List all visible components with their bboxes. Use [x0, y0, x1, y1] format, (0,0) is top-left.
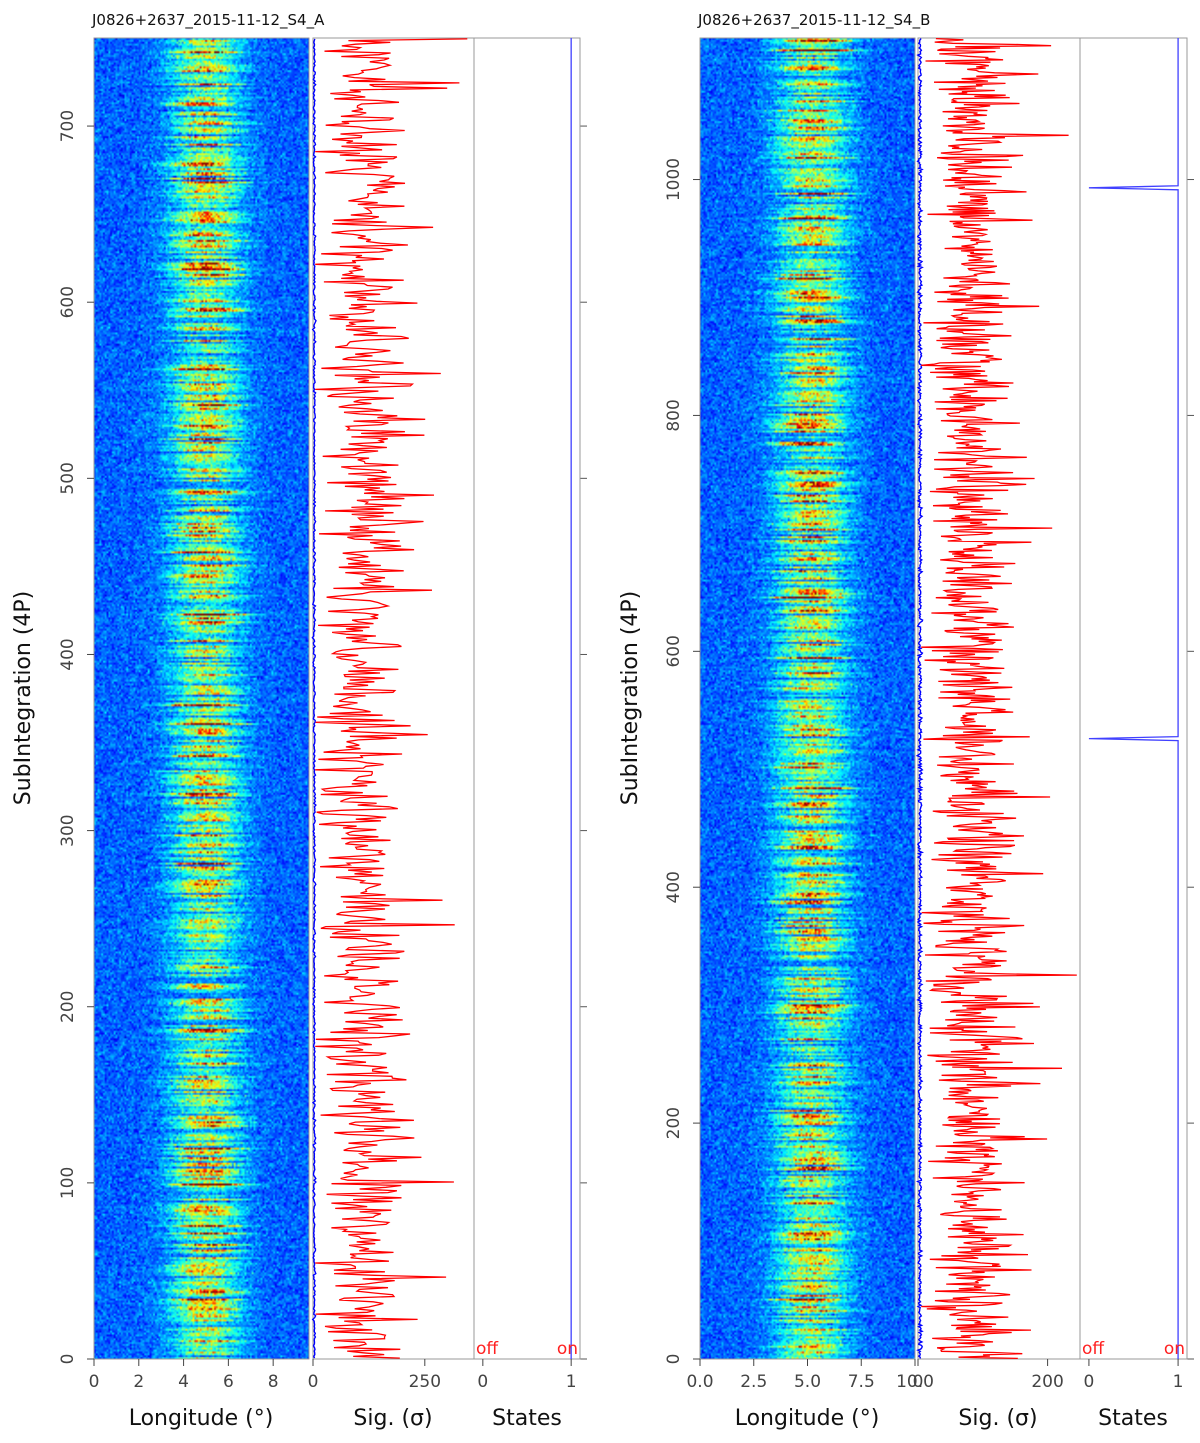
x-tick-label: 8	[268, 1372, 279, 1392]
y-tick-label: 400	[664, 871, 684, 903]
panel-b-states-frame	[1079, 37, 1188, 1360]
x-tick-label: 200	[1031, 1372, 1063, 1392]
panel-b-title: J0826+2637_2015-11-12_S4_B	[697, 11, 930, 30]
y-tick-label: 1000	[664, 158, 684, 201]
x-tick-label: 7.5	[848, 1372, 875, 1392]
significance-series-line	[921, 37, 1077, 1360]
noise-series-line	[915, 38, 925, 1359]
panel-b-heatmap: 0 200 400 600 800 1000 0.0 2.5 5.0 7.5 10.0 SubIn…	[618, 37, 1194, 1431]
panel-a-sig-ticks: 0 250	[308, 1359, 441, 1392]
x-tick-label: 0	[913, 1372, 924, 1392]
panel-a-ylabel: SubIntegration (4P)	[11, 591, 36, 806]
panel-a-heatmap-frame	[93, 37, 310, 1360]
x-tick-label: 0	[89, 1372, 100, 1392]
y-tick-label: 100	[58, 1167, 78, 1199]
significance-series-line	[315, 38, 468, 1359]
panel-b-off-label: off	[1082, 1339, 1105, 1359]
panel-a-states-frame	[473, 37, 581, 1360]
y-tick-label: 700	[58, 110, 78, 142]
x-tick-label: 2.5	[740, 1372, 767, 1392]
panel-b-heatmap-xlabel: Longitude (°)	[735, 1406, 880, 1431]
panel-a-off-label: off	[476, 1339, 499, 1359]
y-tick-label: 200	[664, 1107, 684, 1139]
panel-b-states-plot	[1088, 38, 1179, 1359]
x-tick-label: 10.0	[896, 1372, 934, 1392]
x-tick-label: 2	[133, 1372, 144, 1392]
y-tick-label: 600	[58, 286, 78, 318]
x-tick-label: 0	[477, 1372, 488, 1392]
noise-series-line	[311, 38, 317, 1359]
panel-b-sig-plot	[915, 37, 1077, 1360]
panel-b-sig-ticks: 0 200	[913, 1359, 1064, 1392]
y-tick-label: 200	[58, 991, 78, 1023]
panel-b-sig-xlabel: Sig. (σ)	[958, 1406, 1037, 1431]
panel-b-on-label: on	[1164, 1339, 1185, 1359]
x-tick-label: 0.0	[686, 1372, 713, 1392]
panel-a: J0826+2637_2015-11-12_S4_A 0100200300400…	[11, 11, 587, 1431]
states-series-line	[1088, 38, 1179, 1359]
panel-a-sig-xlabel: Sig. (σ)	[353, 1406, 432, 1431]
panel-a-heatmap-x-ticks: 0 2 4 6 8	[89, 1359, 279, 1392]
x-tick-label: 0	[308, 1372, 319, 1392]
y-tick-label: 300	[58, 814, 78, 846]
panel-a-heatmap-image	[94, 38, 309, 1359]
y-tick-label: 500	[58, 462, 78, 494]
panel-a-heatmap-xlabel: Longitude (°)	[129, 1406, 274, 1431]
x-tick-label: 0	[1084, 1372, 1095, 1392]
x-tick-label: 4	[178, 1372, 189, 1392]
x-tick-label: 250	[409, 1372, 441, 1392]
y-tick-label: 0	[664, 1354, 684, 1365]
x-tick-label: 1	[1173, 1372, 1184, 1392]
panel-a-states-xlabel: States	[492, 1406, 562, 1431]
y-tick-label: 600	[664, 635, 684, 667]
y-tick-label: 400	[58, 638, 78, 670]
panel-b-heatmap-x-ticks: 0.0 2.5 5.0 7.5 10.0	[686, 1359, 934, 1392]
panel-b-states-xlabel: States	[1098, 1406, 1168, 1431]
x-tick-label: 5.0	[794, 1372, 821, 1392]
y-tick-label: 0	[58, 1354, 78, 1365]
panel-b-y-ticks: 0 200 400 600 800 1000	[664, 158, 1194, 1365]
panel-b-ylabel: SubIntegration (4P)	[618, 591, 643, 806]
y-tick-label: 800	[664, 399, 684, 431]
panel-b-significance: 0 200 Sig. (σ)	[913, 37, 1081, 1431]
panel-a-sig-plot	[311, 38, 468, 1359]
panel-a-title: J0826+2637_2015-11-12_S4_A	[91, 11, 325, 30]
x-tick-label: 1	[566, 1372, 577, 1392]
panel-a-y-ticks: 0 100 200 300 400 500 600 700	[58, 110, 587, 1365]
x-tick-label: 6	[223, 1372, 234, 1392]
panel-a-on-label: on	[557, 1339, 578, 1359]
panel-b-heatmap-image	[700, 38, 915, 1359]
panel-b: J0826+2637_2015-11-12_S4_B 0 200 400 600 800…	[618, 11, 1194, 1431]
panel-a-significance: 0 250 Sig. (σ)	[308, 37, 475, 1431]
